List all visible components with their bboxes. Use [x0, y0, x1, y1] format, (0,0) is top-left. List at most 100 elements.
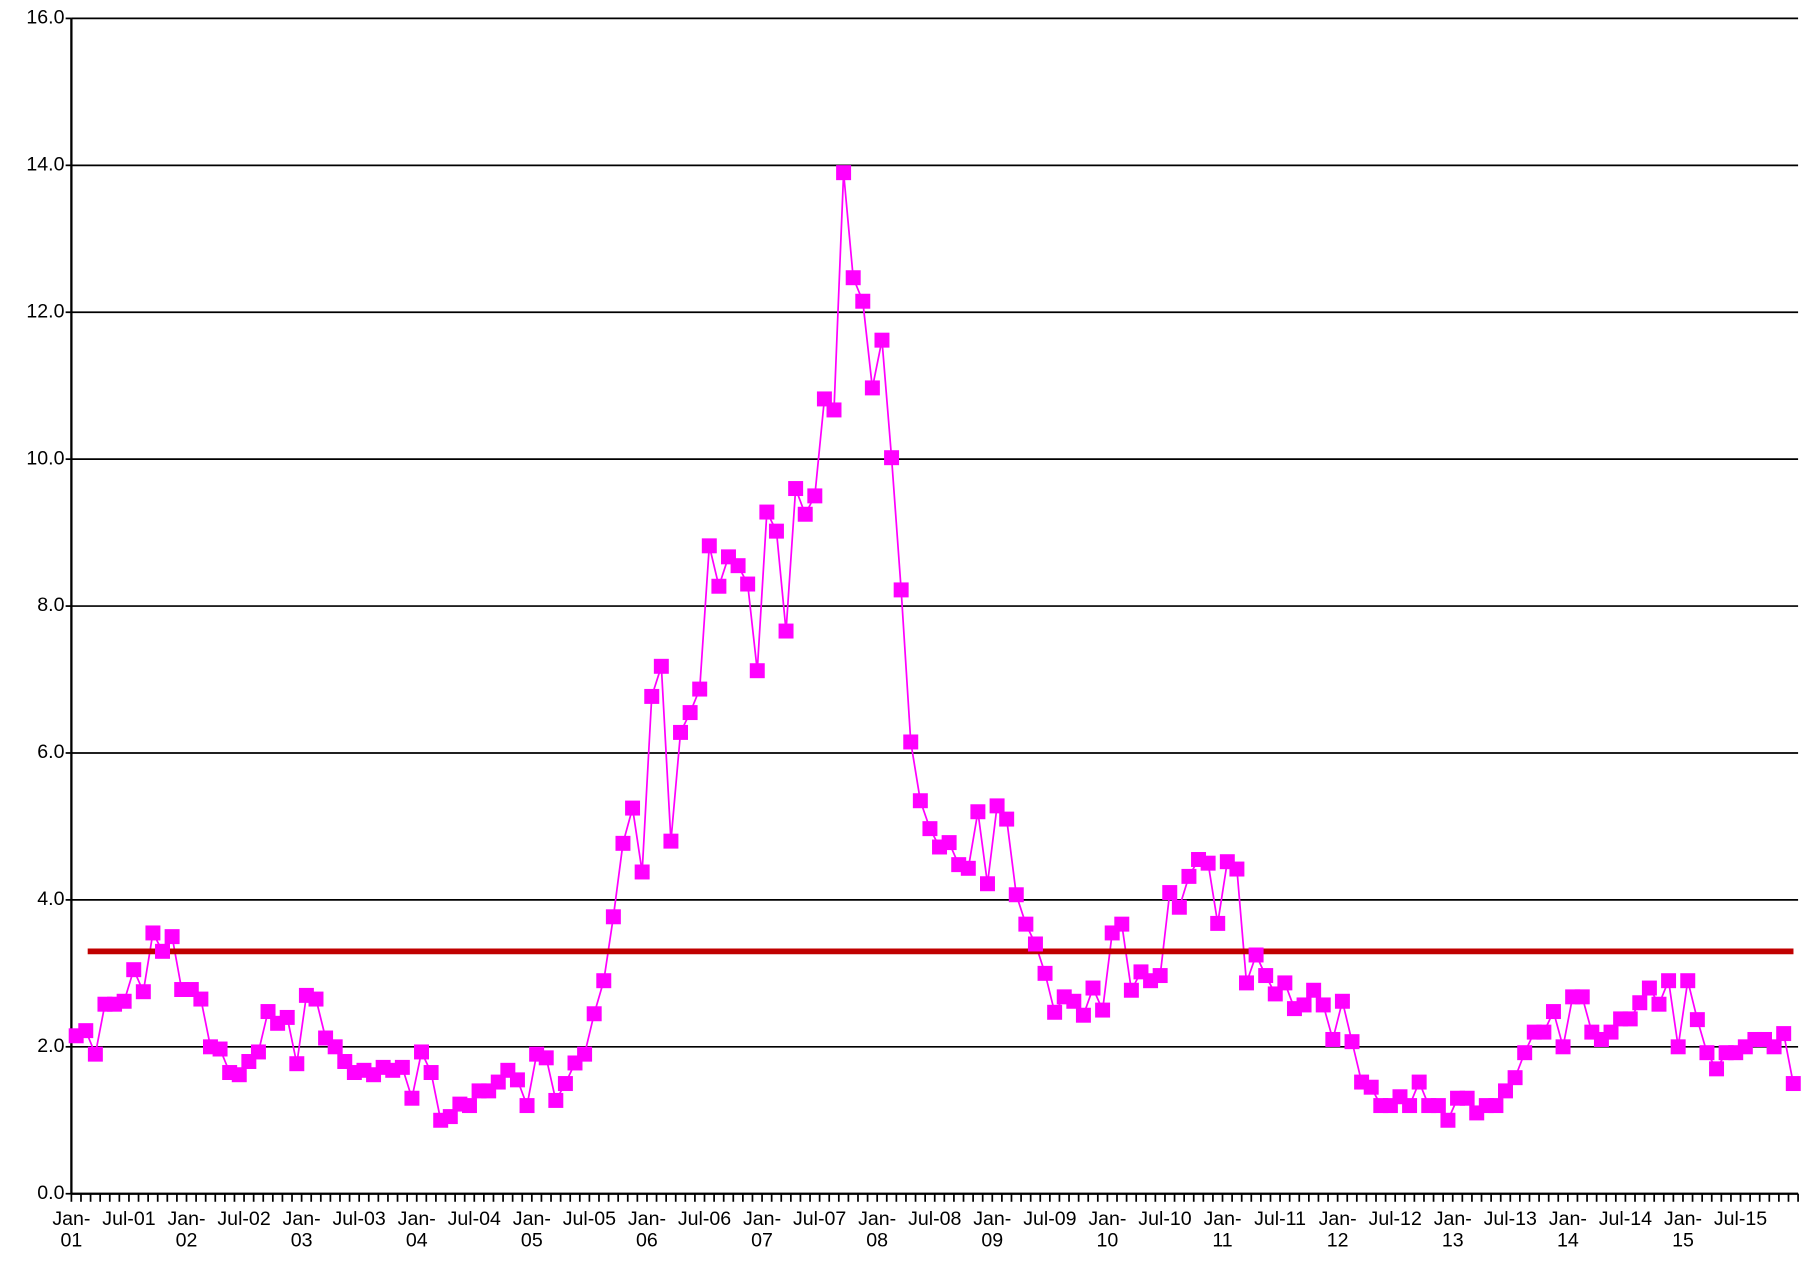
y-tick-label: 16.0 [26, 7, 64, 29]
x-tick-label-box: Jan-01 [52, 1208, 90, 1252]
data-marker [826, 402, 842, 418]
data-marker [999, 811, 1015, 827]
x-tick-label: Jan-06 [627, 1207, 666, 1252]
data-marker [212, 1041, 228, 1057]
data-marker [1095, 1002, 1111, 1018]
data-marker [692, 681, 708, 697]
x-tick-label: Jul-02 [217, 1207, 271, 1230]
data-marker [1574, 989, 1590, 1005]
data-marker [1047, 1004, 1063, 1020]
x-tick-label-box: Jan-15 [1664, 1208, 1702, 1252]
x-tick-label-box: Jan-11 [1203, 1208, 1241, 1252]
x-tick-label-box: Jul-02 [217, 1207, 271, 1230]
x-tick-label: Jan-09 [973, 1207, 1012, 1252]
data-marker [960, 860, 976, 876]
data-marker [980, 876, 995, 892]
x-tick-label: Jul-10 [1138, 1207, 1192, 1230]
y-tick-label: 4.0 [37, 888, 64, 910]
data-marker [893, 582, 909, 598]
y-tick-label: 2.0 [37, 1035, 64, 1057]
data-marker [634, 864, 650, 880]
x-tick-label-box: Jan-14 [1548, 1207, 1587, 1252]
x-tick-label: Jan-03 [282, 1207, 321, 1252]
x-tick-label-box: Jul-05 [563, 1208, 616, 1230]
x-tick-label: Jan-14 [1548, 1207, 1587, 1252]
x-tick-label: Jul-15 [1713, 1207, 1768, 1230]
data-marker [1363, 1079, 1379, 1095]
data-marker [1171, 899, 1187, 915]
data-marker [1162, 885, 1178, 901]
data-marker [1622, 1011, 1638, 1027]
data-marker [749, 663, 765, 679]
x-tick-label-box: Jul-10 [1138, 1207, 1192, 1230]
data-marker [1517, 1045, 1533, 1061]
data-marker [586, 1006, 602, 1022]
data-marker [1258, 968, 1274, 984]
x-tick-label: Jul-01 [102, 1207, 156, 1230]
data-marker [1651, 996, 1667, 1012]
data-marker [807, 488, 823, 504]
data-marker [1641, 980, 1657, 996]
data-marker [1670, 1039, 1686, 1055]
data-marker [778, 623, 794, 639]
data-marker [1210, 915, 1226, 931]
data-marker [1114, 916, 1130, 932]
x-tick-label-box: Jan-07 [743, 1208, 781, 1252]
x-tick-label: Jan-13 [1433, 1207, 1472, 1252]
x-tick-label: Jul-03 [332, 1207, 386, 1230]
data-marker [1536, 1024, 1552, 1040]
data-marker [279, 1009, 295, 1025]
data-marker [327, 1039, 343, 1055]
x-tick-label-box: Jan-06 [627, 1207, 666, 1252]
data-marker [874, 332, 890, 348]
x-tick-label-box: Jul-03 [332, 1207, 386, 1230]
x-tick-label-box: Jan-08 [858, 1208, 896, 1252]
data-marker [126, 962, 142, 978]
data-marker [912, 793, 928, 809]
x-tick-label: Jan-10 [1088, 1207, 1127, 1252]
x-tick-label: Jul-13 [1483, 1207, 1537, 1230]
data-marker [1776, 1026, 1792, 1042]
data-marker [289, 1056, 305, 1072]
data-marker [577, 1046, 593, 1062]
data-marker [1411, 1074, 1427, 1090]
data-marker [1632, 995, 1648, 1011]
data-marker [1555, 1039, 1571, 1055]
data-marker [1459, 1090, 1475, 1106]
data-marker [404, 1090, 420, 1106]
y-tick-label: 0.0 [37, 1182, 64, 1204]
x-tick-label-box: Jul-09 [1023, 1208, 1076, 1230]
data-marker [903, 734, 919, 750]
data-marker [548, 1092, 564, 1108]
data-marker [855, 293, 871, 309]
x-tick-label-box: Jul-01 [102, 1207, 156, 1230]
data-marker [557, 1076, 573, 1092]
data-marker [155, 943, 170, 959]
data-marker [1075, 1007, 1091, 1023]
data-marker [836, 165, 852, 181]
data-marker [1603, 1024, 1619, 1040]
data-marker [644, 688, 660, 704]
x-tick-label-box: Jul-14 [1599, 1208, 1652, 1230]
data-marker [884, 450, 900, 466]
data-marker [1027, 936, 1043, 952]
x-tick-label: Jan-02 [167, 1207, 206, 1252]
data-marker [1296, 997, 1312, 1013]
data-marker [1277, 975, 1293, 991]
data-marker [135, 984, 151, 1000]
data-marker [1766, 1039, 1782, 1055]
data-marker [1334, 993, 1350, 1009]
x-tick-label: Jul-08 [908, 1207, 962, 1230]
data-marker [673, 724, 689, 740]
data-marker [1699, 1045, 1715, 1061]
data-marker [864, 380, 880, 396]
x-tick-label: Jul-04 [447, 1207, 501, 1230]
x-tick-label-box: Jan-04 [398, 1208, 436, 1252]
data-marker [193, 991, 209, 1007]
data-marker [1344, 1034, 1360, 1050]
data-marker [519, 1098, 535, 1114]
data-marker [1066, 993, 1082, 1009]
x-tick-label: Jul-07 [792, 1207, 847, 1230]
data-marker [788, 481, 804, 497]
